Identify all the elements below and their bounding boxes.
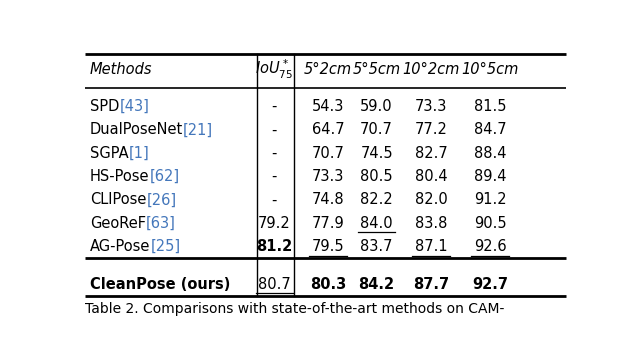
Text: DualPoseNet: DualPoseNet (90, 122, 183, 137)
Text: 88.4: 88.4 (474, 146, 506, 161)
Text: 84.0: 84.0 (360, 216, 393, 231)
Text: 82.0: 82.0 (415, 193, 447, 207)
Text: 70.7: 70.7 (360, 122, 393, 137)
Text: 87.1: 87.1 (415, 239, 447, 254)
Text: 91.2: 91.2 (474, 193, 506, 207)
Text: [43]: [43] (119, 99, 149, 114)
Text: GeoReF: GeoReF (90, 216, 146, 231)
Text: 5°5cm: 5°5cm (353, 62, 401, 77)
Text: 90.5: 90.5 (474, 216, 506, 231)
Text: [62]: [62] (149, 169, 180, 184)
Text: SPD: SPD (90, 99, 119, 114)
Text: 79.2: 79.2 (258, 216, 291, 231)
Text: 73.3: 73.3 (312, 169, 344, 184)
Text: -: - (272, 99, 277, 114)
Text: [26]: [26] (147, 193, 177, 207)
Text: HS-Pose: HS-Pose (90, 169, 149, 184)
Text: 84.7: 84.7 (474, 122, 506, 137)
Text: 77.9: 77.9 (312, 216, 344, 231)
Text: 74.8: 74.8 (312, 193, 344, 207)
Text: 83.8: 83.8 (415, 216, 447, 231)
Text: 80.3: 80.3 (310, 277, 346, 292)
Text: $\mathit{IoU}_{75}^*$: $\mathit{IoU}_{75}^*$ (255, 58, 294, 81)
Text: 79.5: 79.5 (312, 239, 344, 254)
Text: -: - (272, 146, 277, 161)
Text: -: - (272, 193, 277, 207)
Text: 81.2: 81.2 (256, 239, 292, 254)
Text: 89.4: 89.4 (474, 169, 506, 184)
Text: 64.7: 64.7 (312, 122, 344, 137)
Text: 70.7: 70.7 (312, 146, 344, 161)
Text: 80.5: 80.5 (360, 169, 393, 184)
Text: 73.3: 73.3 (415, 99, 447, 114)
Text: 74.5: 74.5 (360, 146, 393, 161)
Text: Table 2. Comparisons with state-of-the-art methods on CAM-: Table 2. Comparisons with state-of-the-a… (85, 302, 504, 316)
Text: -: - (272, 169, 277, 184)
Text: 82.2: 82.2 (360, 193, 393, 207)
Text: 59.0: 59.0 (360, 99, 393, 114)
Text: 84.2: 84.2 (358, 277, 395, 292)
Text: [21]: [21] (183, 122, 213, 137)
Text: 80.4: 80.4 (415, 169, 447, 184)
Text: 83.7: 83.7 (360, 239, 393, 254)
Text: [25]: [25] (150, 239, 180, 254)
Text: AG-Pose: AG-Pose (90, 239, 150, 254)
Text: 10°5cm: 10°5cm (461, 62, 519, 77)
Text: Methods: Methods (90, 62, 152, 77)
Text: 87.7: 87.7 (413, 277, 449, 292)
Text: 10°2cm: 10°2cm (403, 62, 460, 77)
Text: 81.5: 81.5 (474, 99, 506, 114)
Text: 5°2cm: 5°2cm (304, 62, 352, 77)
Text: -: - (272, 122, 277, 137)
Text: 92.7: 92.7 (472, 277, 508, 292)
Text: CleanPose (ours): CleanPose (ours) (90, 277, 230, 292)
Text: CLIPose: CLIPose (90, 193, 147, 207)
Text: 80.7: 80.7 (258, 277, 291, 292)
Text: SGPA: SGPA (90, 146, 129, 161)
Text: [1]: [1] (129, 146, 149, 161)
Text: [63]: [63] (146, 216, 176, 231)
Text: 92.6: 92.6 (474, 239, 506, 254)
Text: 82.7: 82.7 (415, 146, 447, 161)
Text: 77.2: 77.2 (415, 122, 447, 137)
Text: 54.3: 54.3 (312, 99, 344, 114)
